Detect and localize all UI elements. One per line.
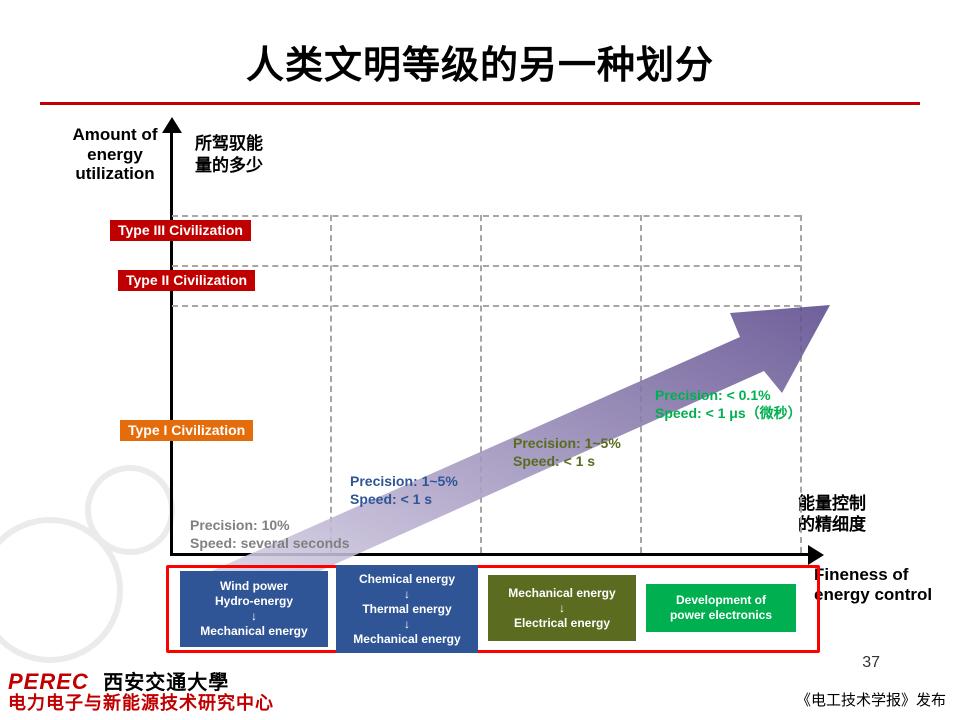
slide-title: 人类文明等级的另一种划分 (0, 34, 960, 89)
energy-box-2: Chemical energy ↓ Thermal energy ↓ Mecha… (336, 565, 478, 653)
perec-logo-text: PEREC (8, 669, 89, 694)
slide-root: 人类文明等级的另一种划分 Amount of energy utilizatio… (0, 0, 960, 720)
footer-left: PEREC 西安交通大學 电力电子与新能源技术研究中心 (8, 670, 274, 714)
title-rule (40, 102, 920, 105)
precision-label-2: Precision: 1~5% Speed: < 1 s (350, 473, 458, 508)
footer-right: 《电工技术学报》发布 (796, 689, 946, 710)
lab-name: 电力电子与新能源技术研究中心 (8, 693, 274, 713)
chart-area: Amount of energy utilization 所驾驭能 量的多少 能… (40, 115, 920, 655)
energy-box-4: Development of power electronics (646, 584, 796, 632)
energy-box-1: Wind power Hydro-energy ↓ Mechanical ene… (180, 571, 328, 647)
precision-label-4: Precision: < 0.1% Speed: < 1 μs（微秒） (655, 387, 802, 422)
energy-box-3: Mechanical energy ↓ Electrical energy (488, 575, 636, 641)
page-number: 37 (862, 654, 880, 672)
precision-label-1: Precision: 10% Speed: several seconds (190, 517, 350, 552)
university-name: 西安交通大學 (103, 672, 229, 694)
precision-label-3: Precision: 1~5% Speed: < 1 s (513, 435, 621, 470)
